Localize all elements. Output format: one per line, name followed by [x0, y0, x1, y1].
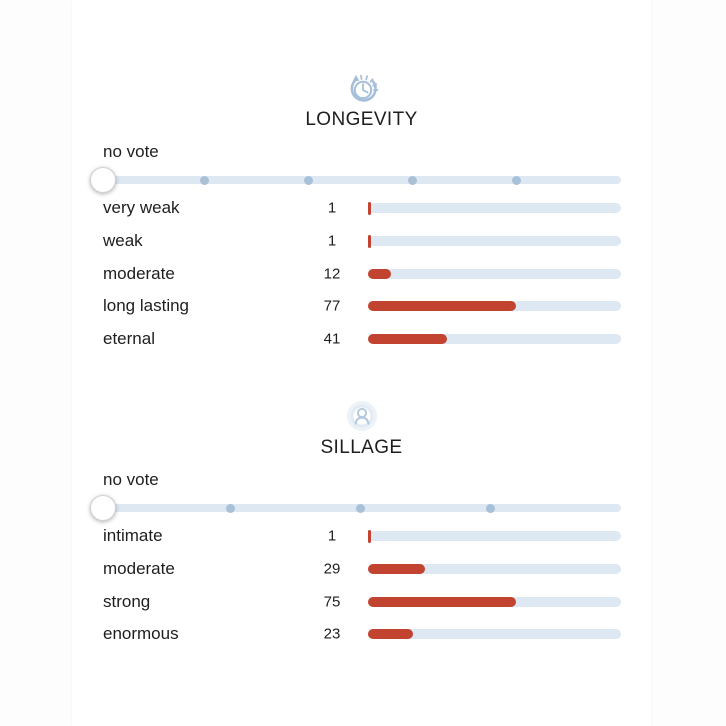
vote-option-label: long lasting [103, 296, 190, 316]
vote-row: moderate 12 [72, 257, 651, 290]
vote-bar-track [368, 268, 621, 279]
vote-bar-track [368, 564, 621, 575]
vote-row: weak 1 [72, 225, 651, 258]
vote-bar-track [368, 201, 621, 215]
vote-row: long lasting 77 [72, 290, 651, 323]
slider-dot[interactable] [225, 503, 235, 513]
slider-track[interactable] [100, 176, 621, 184]
vote-option-label: weak [103, 231, 143, 251]
slider-dot[interactable] [408, 175, 418, 185]
vote-count: 29 [323, 560, 341, 578]
vote-bar-track [368, 629, 621, 640]
vote-bar-fill [368, 334, 447, 345]
slider-dot[interactable] [303, 175, 313, 185]
vote-bar-fill [368, 529, 371, 543]
person-aura-icon [346, 401, 377, 431]
vote-slider[interactable] [72, 167, 651, 193]
slider-dot[interactable] [486, 503, 496, 513]
clock-history-icon [350, 74, 378, 102]
vote-row: intimate 1 [72, 520, 651, 553]
vote-count: 41 [323, 330, 341, 348]
slider-dot[interactable] [199, 175, 209, 185]
vote-slider[interactable] [72, 495, 651, 521]
vote-option-label: enormous [103, 624, 179, 644]
vote-bar-track [368, 596, 621, 607]
vote-option-label: moderate [103, 263, 175, 283]
rating-section: SILLAGE no vote intimate 1 moderate 29 s… [72, 398, 651, 698]
vote-bar-fill [368, 301, 516, 312]
vote-bar-fill [368, 201, 371, 215]
vote-option-label: eternal [103, 329, 155, 349]
no-vote-label: no vote [103, 470, 159, 489]
no-vote-label: no vote [103, 142, 159, 161]
vote-bar-fill [368, 564, 425, 575]
vote-option-label: very weak [103, 198, 180, 218]
vote-row: enormous 23 [72, 618, 651, 651]
vote-rows: very weak 1 weak 1 moderate 12 long last… [72, 192, 651, 355]
vote-option-label: intimate [103, 526, 163, 546]
vote-count: 1 [327, 232, 337, 250]
slider-dot[interactable] [356, 503, 365, 513]
vote-bar-fill [368, 629, 413, 640]
vote-row: strong 75 [72, 585, 651, 618]
vote-option-label: strong [103, 591, 151, 611]
section-icon-wrap [72, 70, 651, 108]
vote-bar-track [368, 301, 621, 312]
slider-handle[interactable] [90, 495, 116, 521]
slider-dot[interactable] [512, 175, 522, 185]
vote-count: 1 [327, 527, 337, 545]
vote-bar-track [368, 234, 621, 248]
vote-bar-track [368, 529, 621, 543]
vote-count: 1 [327, 199, 337, 217]
content-column: LONGEVITY no vote very weak 1 weak 1 mod… [72, 0, 651, 726]
vote-count: 75 [323, 593, 341, 611]
vote-bar-fill [368, 596, 516, 607]
section-title: SILLAGE [320, 437, 403, 458]
slider-handle[interactable] [90, 167, 116, 193]
vote-option-label: moderate [103, 559, 175, 579]
vote-row: very weak 1 [72, 192, 651, 225]
vote-row: moderate 29 [72, 553, 651, 586]
vote-bar-track [368, 334, 621, 345]
vote-count: 12 [323, 265, 341, 283]
section-title: LONGEVITY [305, 109, 418, 130]
vote-count: 23 [323, 625, 341, 643]
vote-bar-fill [368, 268, 391, 279]
vote-bar-fill [368, 234, 371, 248]
section-icon-wrap [72, 398, 651, 436]
vote-count: 77 [323, 297, 341, 315]
vote-rows: intimate 1 moderate 29 strong 75 enormou… [72, 520, 651, 651]
rating-section: LONGEVITY no vote very weak 1 weak 1 mod… [72, 70, 651, 370]
vote-row: eternal 41 [72, 323, 651, 356]
